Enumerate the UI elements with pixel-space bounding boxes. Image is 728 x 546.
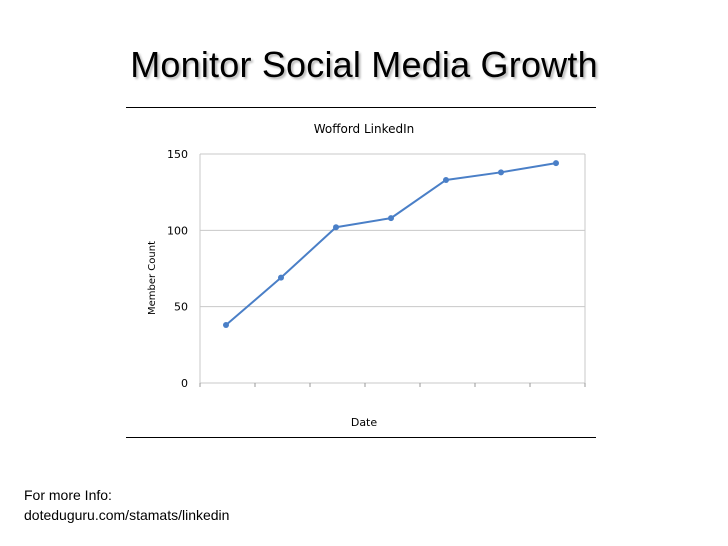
chart-title: Wofford LinkedIn [314,122,415,136]
y-tick-label: 150 [167,148,188,161]
y-axis-label: Member Count [147,241,158,315]
series-layer [223,160,559,328]
footer-label: For more Info: [24,487,112,503]
slide-title: Monitor Social Media Growth [130,44,598,85]
data-point [333,224,339,231]
x-axis-label: Date [351,416,378,429]
y-tick-label: 50 [174,301,188,314]
y-tick-label: 0 [181,377,188,390]
data-point [388,215,394,222]
data-point [498,169,504,176]
grid-layer: 0 50 100 150 [167,148,586,390]
y-tick-label: 100 [167,224,188,237]
data-point [553,160,559,167]
footer-link[interactable]: doteduguru.com/stamats/linkedin [24,507,230,523]
series-line [225,162,557,326]
data-point [443,176,449,183]
chart-top-divider [126,107,596,108]
data-point [278,274,284,281]
chart-bottom-divider [126,437,596,438]
data-point [223,321,229,328]
footer-info: For more Info: doteduguru.com/stamats/li… [24,485,229,525]
